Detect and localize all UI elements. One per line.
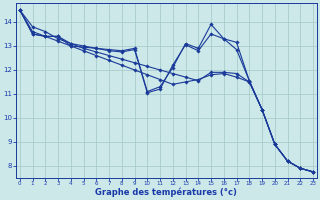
X-axis label: Graphe des températures (°c): Graphe des températures (°c) xyxy=(95,188,237,197)
